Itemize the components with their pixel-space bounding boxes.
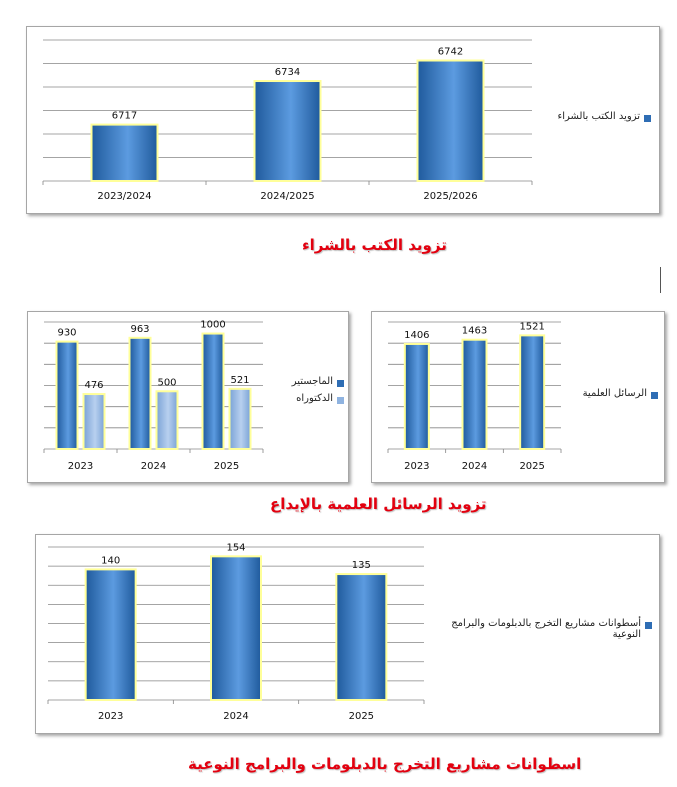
books-value-label-2-0: 6742 [438, 47, 463, 58]
masters-phd-value-label-0-1: 476 [84, 380, 103, 391]
cds-category-label-0: 2023 [98, 711, 123, 722]
books-legend-swatch-0 [644, 115, 651, 122]
cds-bar-1-0 [210, 555, 262, 701]
masters-phd-legend-label-1: الدكتوراه [296, 393, 333, 404]
theses-legend-item-0: الرسائل العلمية [572, 388, 658, 399]
masters-phd-bar-1-0 [128, 336, 152, 450]
theses-legend-swatch-0 [651, 392, 658, 399]
masters-phd-legend-label-0: الماجستير [291, 376, 333, 387]
chart-cds-plot: 140 2023 154 2024 135 2025 [47, 542, 425, 722]
chart-theses-legend: الرسائل العلمية [572, 388, 658, 405]
divider-line [660, 267, 661, 293]
chart-books-plot: 6717 2023/2024 6734 2024/2025 6742 2025/2026 [42, 39, 533, 202]
books-category-label-2: 2025/2026 [423, 191, 477, 202]
chart-masters-phd-panel: 930 476 2023 963 500 2024 1000 521 2025 الماجستي… [27, 311, 349, 483]
masters-phd-value-label-1-0: 963 [130, 324, 149, 335]
cds-legend-item-0: أسطوانات مشاريع التخرج بالدبلومات والبرا… [440, 618, 652, 640]
chart-books-legend: تزويد الكتب بالشراء [547, 111, 651, 128]
masters-phd-bar-0-0 [55, 340, 79, 450]
masters-phd-value-label-2-0: 1000 [200, 320, 225, 331]
theses-bar-0-0 [403, 342, 430, 450]
books-legend-item-0: تزويد الكتب بالشراء [547, 111, 651, 122]
masters-phd-bar-0-1 [82, 393, 106, 450]
masters-phd-value-label-1-1: 500 [157, 377, 176, 388]
theses-value-label-1-0: 1463 [462, 326, 487, 337]
chart-masters-phd-plot: 930 476 2023 963 500 2024 1000 521 2025 [43, 320, 264, 472]
cds-value-label-2-0: 135 [352, 560, 371, 571]
theses-category-label-1: 2024 [462, 461, 487, 472]
cds-bar-2-0 [335, 573, 388, 701]
cds-category-label-1: 2024 [223, 711, 248, 722]
theses-category-label-2: 2025 [519, 461, 544, 472]
theses-value-label-2-0: 1521 [519, 321, 544, 332]
chart-theses-panel: 1406 2023 1463 2024 1521 2025 الرسائل العلمية [371, 311, 665, 483]
cds-category-label-2: 2025 [349, 711, 374, 722]
books-bar-0-0 [90, 123, 159, 182]
chart-masters-phd-legend: الماجستير الدكتوراه [268, 376, 344, 410]
theses-legend-label-0: الرسائل العلمية [582, 388, 647, 399]
chart-books-title: تزويد الكتب بالشراء [302, 236, 447, 254]
cds-bar-0-0 [84, 568, 137, 701]
masters-phd-legend-item-1: الدكتوراه [268, 393, 344, 404]
theses-category-label-0: 2023 [404, 461, 429, 472]
chart-theses-section-title: تزويد الرسائل العلمية بالإيداع [270, 495, 487, 513]
chart-theses-plot: 1406 2023 1463 2024 1521 2025 [387, 321, 562, 472]
chart-cds-title: اسطوانات مشاريع التخرج بالدبلومات والبرا… [188, 755, 582, 773]
chart-cds-panel: 140 2023 154 2024 135 2025 أسطوانات مشاريع ال… [35, 534, 660, 734]
books-legend-label-0: تزويد الكتب بالشراء [557, 111, 641, 122]
cds-legend-swatch-0 [645, 622, 652, 629]
masters-phd-category-label-0: 2023 [68, 461, 93, 472]
masters-phd-bar-1-1 [155, 390, 179, 450]
chart-books-panel: 6717 2023/2024 6734 2024/2025 6742 2025/2026 … [26, 26, 660, 214]
masters-phd-bar-2-0 [201, 332, 225, 450]
books-value-label-0-0: 6717 [112, 111, 137, 122]
books-category-label-1: 2024/2025 [260, 191, 314, 202]
books-bar-1-0 [253, 80, 322, 182]
masters-phd-category-label-1: 2024 [141, 461, 166, 472]
masters-phd-category-label-2: 2025 [214, 461, 239, 472]
books-value-label-1-0: 6734 [275, 67, 300, 78]
masters-phd-legend-swatch-0 [337, 380, 344, 387]
masters-phd-value-label-2-1: 521 [230, 375, 249, 386]
books-bar-2-0 [416, 59, 485, 182]
masters-phd-value-label-0-0: 930 [57, 328, 76, 339]
masters-phd-legend-item-0: الماجستير [268, 376, 344, 387]
theses-bar-1-0 [461, 338, 488, 451]
chart-cds-legend: أسطوانات مشاريع التخرج بالدبلومات والبرا… [440, 618, 652, 646]
theses-bar-2-0 [519, 334, 546, 450]
masters-phd-legend-swatch-1 [337, 397, 344, 404]
masters-phd-bar-2-1 [228, 387, 252, 450]
theses-value-label-0-0: 1406 [404, 330, 429, 341]
books-category-label-0: 2023/2024 [97, 191, 151, 202]
cds-value-label-0-0: 140 [101, 555, 120, 566]
cds-value-label-1-0: 154 [226, 542, 245, 553]
cds-legend-label-0: أسطوانات مشاريع التخرج بالدبلومات والبرا… [451, 618, 641, 640]
